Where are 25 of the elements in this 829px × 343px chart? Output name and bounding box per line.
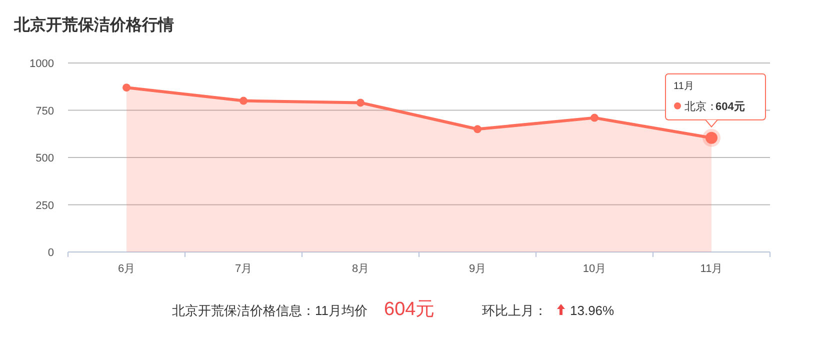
chart-title: 北京开荒保洁价格行情 <box>13 16 174 34</box>
y-tick-label: 250 <box>36 200 54 212</box>
legend-label: 北京： <box>684 100 718 113</box>
point <box>240 96 248 105</box>
y-tick-label: 0 <box>48 247 54 259</box>
point <box>590 114 598 122</box>
data-label: 604元 <box>716 100 745 113</box>
y-tick-label: 750 <box>36 105 54 118</box>
text: 604元 <box>384 299 435 320</box>
x-tick-label: 6月 <box>118 263 136 275</box>
y-tick-label: 1000 <box>30 58 54 70</box>
x-tick-label: 9月 <box>468 263 486 275</box>
x-tick-label: 10月 <box>582 263 606 275</box>
annotation: 11月 <box>674 80 694 92</box>
text: 13.96% <box>570 303 615 318</box>
point <box>356 98 364 107</box>
x-tick-label: 8月 <box>352 263 370 275</box>
x-tick-label: 7月 <box>234 263 252 275</box>
legend: 北京： <box>674 100 718 113</box>
point <box>474 125 482 134</box>
y-tick-label: 500 <box>36 152 54 164</box>
text: 北京开荒保洁价格信息：11月均价 <box>172 303 368 318</box>
text: 环比上月： <box>482 303 547 318</box>
x-tick-label: 11月 <box>700 263 723 275</box>
point <box>122 84 130 92</box>
